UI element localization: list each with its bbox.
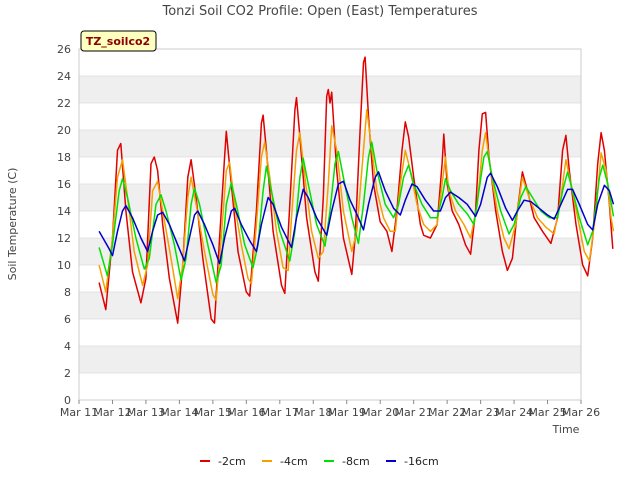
legend-label: -4cm bbox=[280, 455, 308, 468]
legend-label: -2cm bbox=[218, 455, 246, 468]
y-tick-label: 18 bbox=[57, 151, 71, 164]
legend-label: -8cm bbox=[342, 455, 370, 468]
y-tick-label: 26 bbox=[57, 43, 71, 56]
x-tick-label: Mar 26 bbox=[562, 406, 600, 419]
x-axis-label: Time bbox=[552, 423, 580, 436]
y-tick-label: 16 bbox=[57, 178, 71, 191]
x-tick-label: Mar 25 bbox=[528, 406, 566, 419]
x-tick-label: Mar 22 bbox=[428, 406, 466, 419]
x-tick-label: Mar 24 bbox=[495, 406, 533, 419]
x-tick-label: Mar 20 bbox=[361, 406, 399, 419]
x-tick-label: Mar 23 bbox=[461, 406, 499, 419]
y-tick-label: 2 bbox=[64, 367, 71, 380]
legend-label: -16cm bbox=[404, 455, 439, 468]
grid-band bbox=[79, 346, 581, 373]
y-tick-label: 10 bbox=[57, 259, 71, 272]
y-tick-label: 8 bbox=[64, 286, 71, 299]
legend: -2cm -4cm -8cm -16cm bbox=[200, 455, 439, 468]
series-line-m16cm bbox=[98, 171, 615, 265]
x-tick-label: Mar 14 bbox=[160, 406, 198, 419]
y-tick-label: 6 bbox=[64, 313, 71, 326]
y-tick-label: 22 bbox=[57, 97, 71, 110]
x-tick-label: Mar 18 bbox=[294, 406, 332, 419]
series-lines bbox=[98, 56, 615, 324]
x-tick-label: Mar 11 bbox=[60, 406, 98, 419]
y-axis-label: Soil Temperature (C) bbox=[6, 168, 19, 281]
grid-band bbox=[79, 292, 581, 319]
dataset-tag: TZ_soilco2 bbox=[80, 30, 157, 52]
y-tick-label: 24 bbox=[57, 70, 71, 83]
chart-title: Tonzi Soil CO2 Profile: Open (East) Temp… bbox=[161, 4, 477, 19]
y-tick-label: 20 bbox=[57, 124, 71, 137]
x-tick-label: Mar 12 bbox=[93, 406, 131, 419]
x-tick-label: Mar 15 bbox=[194, 406, 232, 419]
grid-band bbox=[79, 238, 581, 265]
x-tick-label: Mar 21 bbox=[395, 406, 433, 419]
x-tick-label: Mar 13 bbox=[127, 406, 165, 419]
dataset-tag-label: TZ_soilco2 bbox=[86, 35, 150, 48]
x-tick-label: Mar 19 bbox=[328, 406, 366, 419]
x-tick-label: Mar 17 bbox=[261, 406, 299, 419]
y-tick-label: 12 bbox=[57, 232, 71, 245]
y-tick-label: 0 bbox=[64, 394, 71, 407]
y-tick-label: 4 bbox=[64, 340, 71, 353]
series-line-m4cm bbox=[98, 109, 615, 301]
y-tick-label: 14 bbox=[57, 205, 71, 218]
dataset-tag-box bbox=[80, 30, 157, 52]
x-tick-label: Mar 16 bbox=[227, 406, 265, 419]
